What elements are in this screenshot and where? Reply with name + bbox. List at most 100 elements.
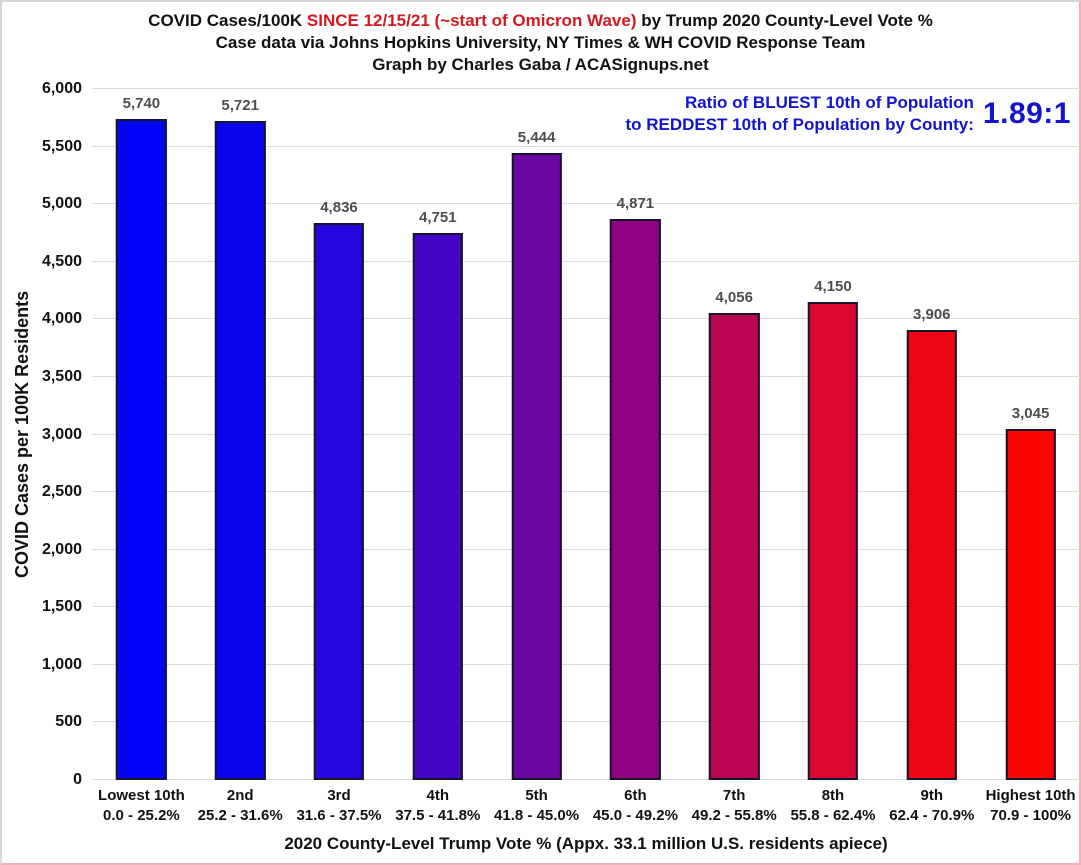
y-tick-label-3500: 3,500	[41, 367, 82, 385]
ratio-annotation-value: 1.89:1	[982, 97, 1071, 131]
y-tick-label-4500: 4,500	[41, 252, 82, 270]
gridline-4000	[92, 318, 1080, 320]
gridline-3500	[92, 375, 1080, 377]
x-category-range-label: 49.2 - 55.8%	[691, 807, 777, 824]
x-category-tier-label: 6th	[624, 787, 647, 804]
x-category-range-label: 55.8 - 62.4%	[790, 807, 876, 824]
x-category-range-label: 37.5 - 41.8%	[395, 807, 481, 824]
ratio-annotation-text: Ratio of BLUEST 10th of Population to RE…	[625, 92, 973, 137]
y-tick-label-2500: 2,500	[41, 483, 82, 501]
y-axis-tick-labels: 0 500 1,000 1,500 2,000 2,500 3,000 3,500 4,000 4…	[2, 80, 82, 788]
ratio-annotation: Ratio of BLUEST 10th of Population to RE…	[625, 92, 1071, 137]
bar-3rd	[313, 223, 365, 780]
gridline-5500	[92, 145, 1080, 147]
bar-slot-8: 4,150	[784, 89, 883, 780]
chart-subtitle: Case data via Johns Hopkins University, …	[215, 33, 866, 52]
plot-area: 5,740 5,721 4,836 4,751 5,444 4,871 4,056 4,150…	[92, 88, 1080, 780]
x-category-tier-label: 3rd	[327, 787, 351, 804]
gridline-2000	[92, 548, 1080, 550]
bar-9th	[906, 330, 957, 780]
bar-value-label-4: 4,751	[419, 208, 457, 226]
x-category-8: 8th 55.8 - 62.4%	[784, 786, 883, 826]
bar-value-label-1: 5,740	[122, 94, 161, 112]
y-tick-label-5000: 5,000	[41, 195, 82, 213]
bar-value-label-9: 3,906	[912, 306, 951, 324]
y-tick-label-2000: 2,000	[41, 540, 82, 558]
gridline-6000	[92, 88, 1080, 89]
x-category-range-label: 62.4 - 70.9%	[889, 807, 975, 824]
x-category-tier-label: 9th	[920, 787, 944, 804]
bar-value-label-3: 4,836	[320, 199, 358, 217]
ratio-annotation-line1: Ratio of BLUEST 10th of Population	[684, 93, 974, 112]
bar-value-label-6: 4,871	[616, 195, 655, 213]
y-tick-label-1500: 1,500	[41, 598, 82, 616]
x-category-1: Lowest 10th 0.0 - 25.2%	[92, 786, 191, 826]
x-category-6: 6th 45.0 - 49.2%	[586, 786, 685, 826]
x-category-range-label: 45.0 - 49.2%	[592, 807, 678, 824]
x-category-tier-label: 7th	[722, 787, 746, 804]
x-category-2: 2nd 25.2 - 31.6%	[191, 786, 290, 826]
bar-value-label-5: 5,444	[517, 129, 556, 147]
gridline-0	[92, 779, 1080, 780]
bar-value-label-8: 4,150	[814, 278, 852, 296]
gridline-2500	[92, 491, 1080, 493]
bar-6th	[610, 219, 661, 780]
bar-slot-1: 5,740	[92, 89, 191, 780]
x-axis-category-labels: Lowest 10th 0.0 - 25.2% 2nd 25.2 - 31.6% 3rd…	[92, 786, 1080, 826]
y-tick-label-5500: 5,500	[41, 137, 82, 155]
bar-7th	[708, 312, 760, 780]
bar-value-label-2: 5,721	[221, 97, 259, 115]
y-tick-label-4000: 4,000	[41, 310, 82, 328]
bar-2nd	[215, 121, 266, 780]
bar-slot-3: 4,836	[290, 89, 389, 780]
y-tick-label-3000: 3,000	[41, 425, 82, 443]
x-category-4: 4th 37.5 - 41.8%	[388, 786, 487, 826]
chart-title-part2: by Trump 2020 County-Level Vote %	[636, 11, 933, 30]
chart-title-part1: COVID Cases/100K	[148, 11, 307, 30]
x-category-tier-label: 5th	[525, 787, 548, 804]
bar-slot-10: 3,045	[981, 89, 1080, 780]
x-axis-title: 2020 County-Level Trump Vote % (Appx. 33…	[284, 834, 888, 853]
x-category-9: 9th 62.4 - 70.9%	[882, 786, 981, 826]
x-category-tier-label: Highest 10th	[985, 787, 1076, 804]
x-category-tier-label: 4th	[426, 787, 450, 804]
y-tick-label-500: 500	[55, 713, 82, 731]
chart-credit: Graph by Charles Gaba / ACASignups.net	[372, 55, 709, 74]
x-category-10: Highest 10th 70.9 - 100%	[981, 786, 1080, 826]
bar-5th	[511, 153, 562, 780]
x-category-tier-label: Lowest 10th	[98, 787, 185, 804]
bar-slot-7: 4,056	[685, 89, 784, 780]
gridline-5000	[92, 203, 1080, 205]
bar-slot-9: 3,906	[882, 89, 981, 780]
bar-slot-5: 5,444	[487, 89, 586, 780]
bar-slot-6: 4,871	[586, 89, 685, 780]
gridline-4500	[92, 260, 1080, 262]
chart-title-highlight: SINCE 12/15/21 (~start of Omicron Wave)	[306, 11, 637, 30]
ratio-annotation-line2: to REDDEST 10th of Population by County:	[625, 115, 974, 135]
gridline-1500	[92, 606, 1080, 608]
x-category-5: 5th 41.8 - 45.0%	[487, 786, 586, 826]
bar-value-label-10: 3,045	[1011, 405, 1050, 423]
y-tick-label-1000: 1,000	[41, 655, 82, 673]
x-category-range-label: 41.8 - 45.0%	[494, 807, 580, 824]
x-category-range-label: 70.9 - 100%	[990, 807, 1072, 824]
x-category-range-label: 0.0 - 25.2%	[103, 807, 180, 824]
bar-lowest-10th	[116, 118, 167, 780]
gridline-500	[92, 721, 1080, 723]
x-category-range-label: 31.6 - 37.5%	[296, 807, 382, 824]
x-category-range-label: 25.2 - 31.6%	[197, 807, 283, 824]
y-tick-label-6000: 6,000	[41, 80, 82, 97]
bar-slot-4: 4,751	[388, 89, 487, 780]
x-category-7: 7th 49.2 - 55.8%	[685, 786, 784, 826]
gridline-3000	[92, 433, 1080, 435]
x-category-tier-label: 2nd	[226, 787, 254, 804]
bar-series: 5,740 5,721 4,836 4,751 5,444 4,871 4,056 4,150…	[92, 89, 1080, 780]
bar-8th	[807, 302, 859, 780]
bar-highest-10th	[1005, 429, 1056, 780]
bar-slot-2: 5,721	[191, 89, 290, 780]
bar-4th	[412, 232, 463, 780]
y-tick-label-0: 0	[73, 771, 82, 788]
x-category-3: 3rd 31.6 - 37.5%	[290, 786, 389, 826]
gridline-1000	[92, 663, 1080, 665]
